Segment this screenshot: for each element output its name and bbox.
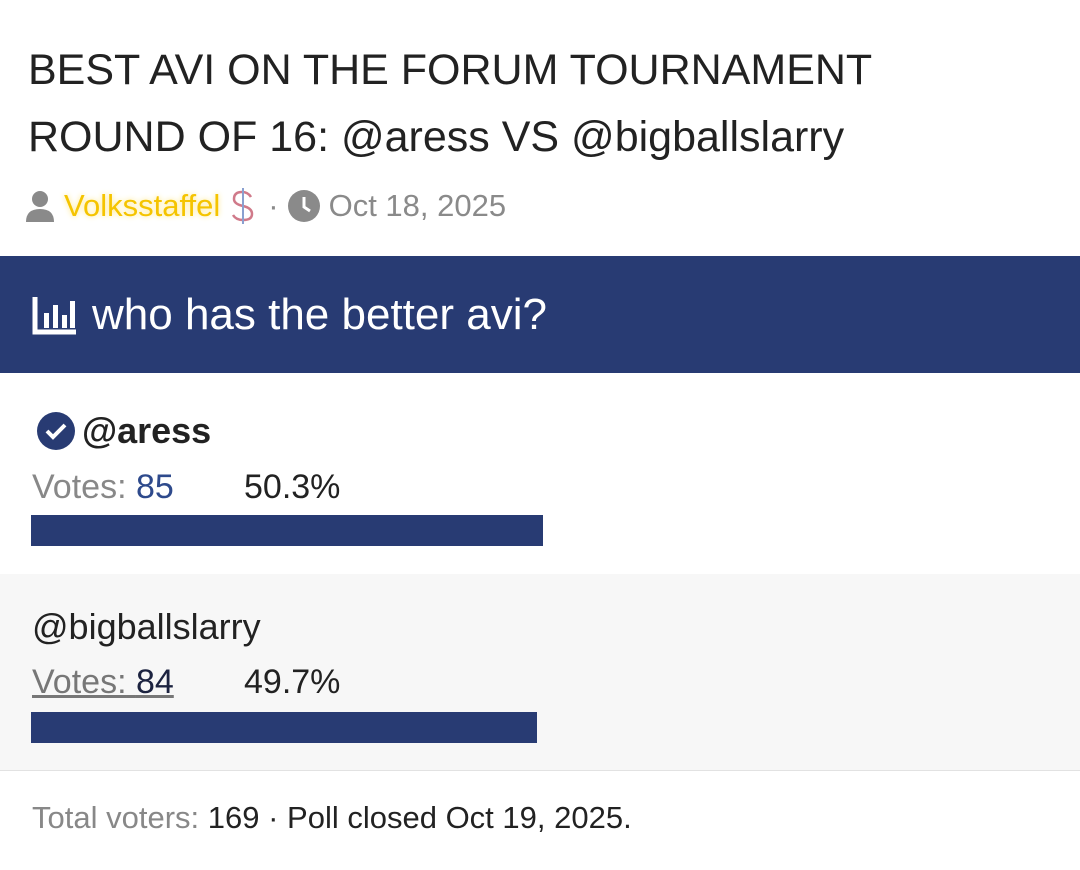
option-name: @bigballslarry	[32, 606, 261, 648]
percent: 49.7%	[244, 663, 341, 701]
badge-icon	[232, 188, 254, 224]
option-name-text: @aress	[82, 410, 212, 451]
votes-label: Votes:	[32, 468, 127, 506]
option-name: @aress	[32, 410, 211, 452]
check-icon	[37, 412, 75, 450]
divider	[0, 770, 1080, 771]
closed-text: · Poll closed Oct 19, 2025.	[268, 800, 632, 835]
total-label: Total voters:	[32, 800, 200, 835]
separator: ·	[268, 188, 279, 223]
poll-question: who has the better avi?	[92, 289, 547, 339]
vote-bar	[31, 515, 543, 546]
chart-icon	[32, 296, 76, 334]
votes-count: 85	[135, 468, 174, 506]
post-date: Oct 18, 2025	[328, 188, 507, 223]
user-icon	[26, 191, 54, 222]
thread-title: BEST AVI ON THE FORUM TOURNAMENT	[28, 46, 873, 94]
vote-bar	[31, 712, 537, 743]
poll-option: @bigballslarry Votes: 84 49.7%	[0, 574, 1080, 770]
votes[interactable]: Votes: 84	[32, 663, 174, 702]
poll-header: who has the better avi?	[0, 256, 1080, 373]
votes-label: Votes:	[32, 663, 127, 701]
total-voters: 169	[207, 800, 260, 835]
votes: Votes: 85	[32, 468, 174, 507]
author-link[interactable]: Volksstaffel	[64, 188, 221, 223]
thread-title: ROUND OF 16: @aress VS @bigballslarry	[28, 113, 845, 161]
poll-footer: Total voters: 169 · Poll closed Oct 19, …	[32, 800, 632, 836]
poll-option: @aress Votes: 85 50.3%	[0, 374, 1080, 574]
clock-icon	[287, 190, 320, 222]
votes-count: 84	[135, 663, 174, 701]
option-name-text: @bigballslarry	[32, 606, 261, 647]
percent: 50.3%	[244, 468, 341, 506]
thread-meta: Volksstaffel · Oct 18, 2025	[24, 186, 506, 226]
